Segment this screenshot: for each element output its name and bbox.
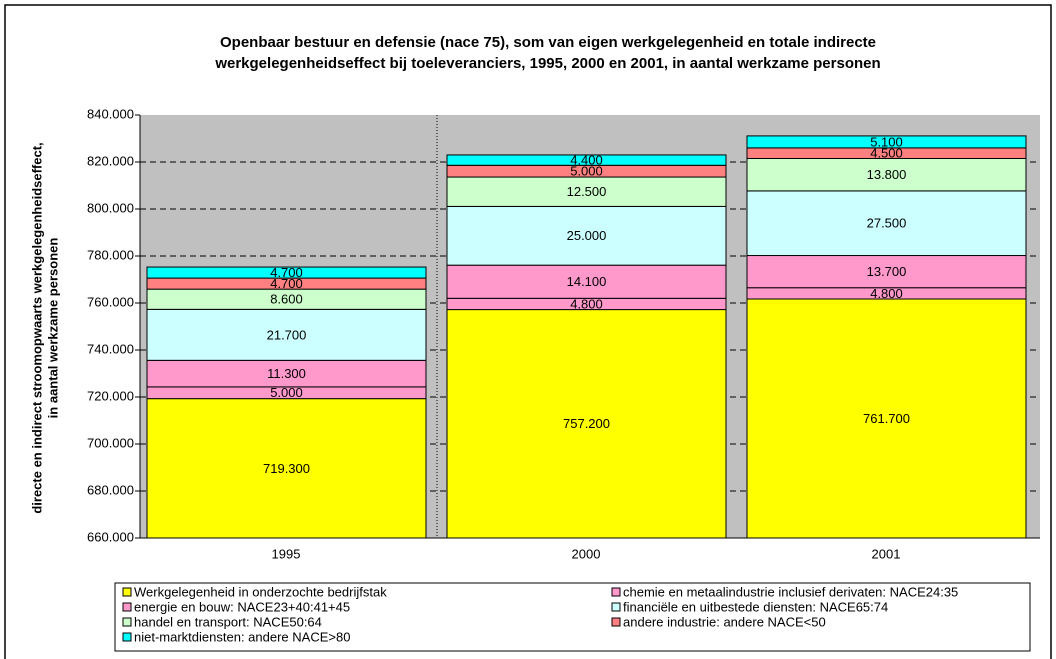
value-label: 13.800 — [867, 167, 907, 182]
y-tick-label: 680.000 — [87, 482, 134, 497]
value-label: 761.700 — [863, 411, 910, 426]
y-tick-label: 780.000 — [87, 247, 134, 262]
value-label: 8.600 — [270, 292, 303, 307]
legend — [114, 582, 1031, 652]
legend-swatch — [122, 587, 132, 597]
chart-title: Openbaar bestuur en defensie (nace 75), … — [220, 34, 876, 51]
bar-segment — [446, 309, 727, 539]
bar-segment — [146, 308, 427, 361]
legend-label: andere industrie: andere NACE<50 — [623, 614, 826, 629]
value-label: 13.700 — [867, 264, 907, 279]
value-label: 5.100 — [870, 134, 903, 149]
x-tick-label: 2000 — [572, 546, 601, 561]
legend-label: energie en bouw: NACE23+40:41+45 — [134, 599, 350, 614]
value-label: 4.400 — [570, 153, 603, 168]
legend-swatch — [122, 602, 132, 612]
y-tick-label: 820.000 — [87, 153, 134, 168]
value-label: 25.000 — [567, 228, 607, 243]
value-label: 11.300 — [267, 366, 306, 381]
bar-segment — [746, 135, 1027, 149]
value-label: 14.100 — [567, 274, 607, 289]
value-label: 5.000 — [270, 385, 303, 400]
bar-segment — [746, 190, 1027, 257]
value-label: 4.800 — [870, 286, 903, 301]
legend-swatch — [611, 587, 621, 597]
legend-label: chemie en metaalindustrie inclusief deri… — [623, 584, 958, 599]
value-label: 4.500 — [870, 146, 903, 161]
legend-label: niet-marktdiensten: andere NACE>80 — [134, 629, 350, 644]
legend-swatch — [611, 617, 621, 627]
bar-segment — [446, 176, 727, 207]
y-tick-label: 760.000 — [87, 294, 134, 309]
value-label: 757.200 — [563, 416, 610, 431]
bar-segment — [146, 359, 427, 388]
bar-segment — [446, 264, 727, 299]
value-label: 719.300 — [263, 461, 310, 476]
value-label: 4.700 — [270, 265, 303, 280]
value-label: 4.800 — [570, 296, 603, 311]
y-tick-label: 660.000 — [87, 529, 134, 544]
chart-title: werkgelegenheidseffect bij toeleverancie… — [214, 55, 880, 72]
y-axis-label: directe en indirect stroomopwaarts werkg… — [29, 142, 44, 513]
legend-label: Werkgelegenheid in onderzochte bedrijfst… — [134, 584, 387, 599]
y-tick-label: 800.000 — [87, 200, 134, 215]
legend-label: handel en transport: NACE50:64 — [134, 614, 322, 629]
value-label: 27.500 — [867, 216, 907, 231]
x-tick-label: 1995 — [272, 546, 301, 561]
y-tick-label: 700.000 — [87, 435, 134, 450]
value-label: 21.700 — [267, 327, 307, 342]
legend-swatch — [122, 632, 132, 642]
legend-swatch — [611, 602, 621, 612]
bar-segment — [746, 255, 1027, 289]
legend-label: financiële en uitbestede diensten: NACE6… — [623, 599, 888, 614]
value-label: 4.700 — [270, 276, 303, 291]
value-label: 12.500 — [567, 184, 607, 199]
y-axis-label: in aantal werkzame personen — [45, 238, 60, 419]
bar-segment — [146, 398, 427, 539]
y-tick-label: 840.000 — [87, 106, 134, 121]
legend-swatch — [122, 617, 132, 627]
bar-segment — [446, 205, 727, 266]
bar-segment — [446, 154, 727, 166]
y-tick-label: 720.000 — [87, 388, 134, 403]
bar-segment — [746, 157, 1027, 192]
bar-segment — [146, 266, 427, 279]
y-tick-label: 740.000 — [87, 341, 134, 356]
value-label: 5.000 — [570, 164, 603, 179]
x-tick-label: 2001 — [872, 546, 901, 561]
